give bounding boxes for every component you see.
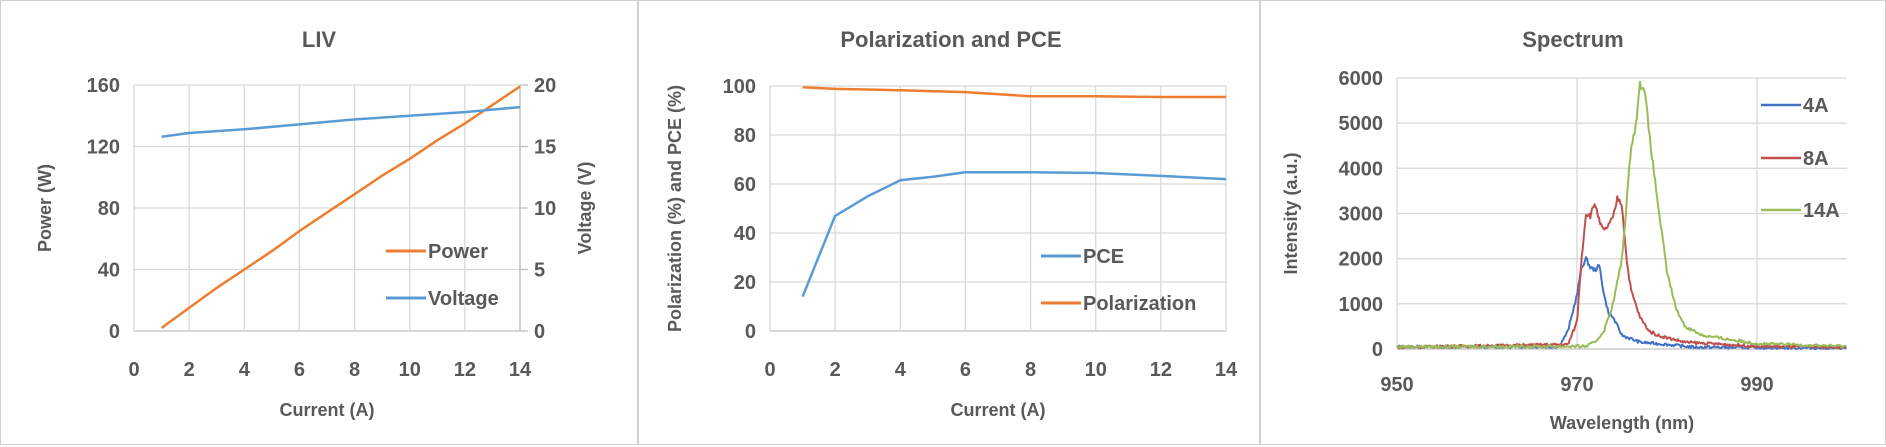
legend-label: Polarization — [1083, 293, 1196, 315]
y-tick-label: 6000 — [1339, 68, 1384, 90]
x-tick-label: 950 — [1380, 374, 1413, 396]
spectrum-chart-panel: Spectrum 0 1000 2000 3000 4000 5000 6000 950 970 9… — [1260, 0, 1886, 445]
legend-label: 14A — [1803, 200, 1840, 222]
series-line-voltage — [161, 105, 521, 138]
y2-axis-label: Voltage (V) — [575, 162, 595, 255]
y2-tick-label: 0 — [534, 321, 545, 343]
legend-label: 4A — [1803, 95, 1829, 117]
x-tick-label: 970 — [1560, 374, 1593, 396]
y-tick-label: 4000 — [1339, 158, 1384, 180]
x-tick-label: 990 — [1740, 374, 1773, 396]
x-tick-label: 6 — [960, 359, 971, 381]
series-line-pce — [801, 170, 1227, 298]
spectrum-chart: Spectrum 0 1000 2000 3000 4000 5000 6000 950 970 9… — [1281, 27, 1847, 433]
chart-title: LIV — [302, 27, 337, 52]
y-tick-label: 100 — [723, 76, 756, 98]
x-tick-label: 2 — [184, 359, 195, 381]
chart-title: Spectrum — [1522, 27, 1623, 52]
y-tick-label: 0 — [745, 321, 756, 343]
polarization-pce-chart: Polarization and PCE 0 20 40 60 80 100 0 2 4 6 8 10 1… — [665, 27, 1238, 420]
y-tick-label: 5000 — [1339, 113, 1384, 135]
x-tick-label: 6 — [294, 359, 305, 381]
y2-tick-label: 15 — [534, 137, 556, 159]
y-tick-label: 0 — [1372, 339, 1383, 361]
legend-label: PCE — [1083, 246, 1124, 268]
y-tick-label: 120 — [87, 137, 120, 159]
y2-tick-label: 10 — [534, 198, 556, 220]
x-tick-label: 8 — [1025, 359, 1036, 381]
y-tick-label: 20 — [734, 272, 756, 294]
series-line-14a — [1396, 80, 1847, 350]
series-line-polarization — [802, 85, 1226, 99]
chart-title: Polarization and PCE — [840, 27, 1061, 52]
y-tick-label: 40 — [734, 223, 756, 245]
y-tick-label: 160 — [87, 75, 120, 97]
y2-tick-label: 20 — [534, 75, 556, 97]
x-axis-label: Current (A) — [280, 400, 375, 420]
y-tick-label: 3000 — [1339, 204, 1384, 226]
x-tick-label: 14 — [1215, 359, 1238, 381]
x-axis-label: Wavelength (nm) — [1550, 413, 1694, 433]
y-axis-label: Polarization (%) and PCE (%) — [665, 85, 685, 332]
x-tick-label: 0 — [764, 359, 775, 381]
x-tick-label: 0 — [128, 359, 139, 381]
legend-label: Power — [428, 241, 488, 263]
x-tick-label: 14 — [509, 359, 532, 381]
x-axis-label: Current (A) — [951, 400, 1046, 420]
x-tick-label: 4 — [239, 359, 251, 381]
y-tick-label: 40 — [98, 260, 120, 282]
y-tick-label: 0 — [109, 321, 120, 343]
x-tick-label: 2 — [830, 359, 841, 381]
series-line-4a — [1396, 256, 1847, 350]
y-tick-label: 80 — [734, 125, 756, 147]
y-tick-label: 2000 — [1339, 249, 1384, 271]
legend-label: 8A — [1803, 148, 1829, 170]
x-tick-label: 4 — [895, 359, 907, 381]
y-tick-label: 80 — [98, 198, 120, 220]
x-tick-label: 12 — [1150, 359, 1172, 381]
x-tick-label: 10 — [399, 359, 421, 381]
x-tick-label: 12 — [454, 359, 476, 381]
y2-tick-label: 5 — [534, 260, 545, 282]
x-tick-label: 8 — [349, 359, 360, 381]
legend-label: Voltage — [428, 288, 499, 310]
x-tick-label: 10 — [1085, 359, 1107, 381]
liv-chart-panel: LIV 0 40 80 120 160 0 2 4 6 8 10 12 14 0 5 10 15 20 Voltage… — [0, 0, 638, 445]
series-line-8a — [1396, 195, 1847, 350]
y-tick-label: 1000 — [1339, 294, 1384, 316]
y-axis-label: Intensity (a.u.) — [1281, 152, 1301, 274]
y-axis-label: Power (W) — [35, 164, 55, 252]
y-tick-label: 60 — [734, 174, 756, 196]
polarization-pce-chart-panel: Polarization and PCE 0 20 40 60 80 100 0 2 4 6 8 10 1… — [638, 0, 1260, 445]
series-line-power — [160, 85, 521, 329]
